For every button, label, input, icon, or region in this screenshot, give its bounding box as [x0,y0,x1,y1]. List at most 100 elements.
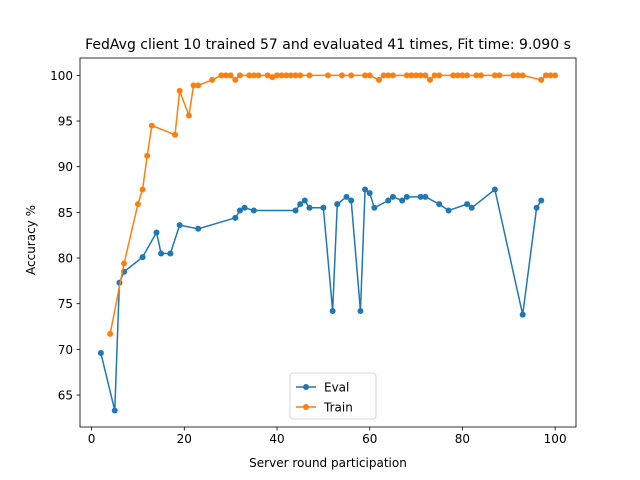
data-point-eval [371,204,378,211]
x-tick-label: 60 [362,432,377,446]
y-tick-label: 75 [58,297,73,311]
series-eval [97,186,545,414]
data-point-train [348,72,355,79]
x-axis-ticks: 0 20 40 60 80 100 [88,427,567,446]
data-point-eval [306,204,313,211]
data-point-train [385,72,392,79]
data-point-train [269,74,276,81]
data-point-train [519,72,526,79]
data-point-eval [195,225,202,232]
data-point-eval [329,308,336,315]
data-point-train [450,72,457,79]
data-point-eval [389,193,396,200]
data-point-train [496,72,503,79]
legend: Eval Train [289,372,377,420]
data-point-train [380,72,387,79]
data-point-eval [176,222,183,229]
data-point-train [436,72,443,79]
data-point-train [195,82,202,89]
data-point-train [185,112,192,119]
data-point-eval [236,207,243,214]
legend-item-eval: Eval [296,381,349,395]
data-point-train [510,72,517,79]
y-axis-ticks: 65 70 75 80 85 90 95 100 [50,69,80,403]
data-point-train [366,72,373,79]
chart-title: FedAvg client 10 trained 57 and evaluate… [85,37,571,53]
y-tick-label: 95 [58,115,73,129]
data-point-eval [232,214,239,221]
data-point-eval [97,350,104,357]
data-point-eval [436,201,443,208]
data-point-train [134,201,141,208]
series-train [107,72,559,337]
data-point-train [413,72,420,79]
data-point-eval [491,186,498,193]
data-point-eval [297,201,304,208]
data-point-eval [301,197,308,204]
data-point-eval [445,207,452,214]
data-point-train [491,72,498,79]
data-point-eval [464,201,471,208]
data-point-train [255,72,262,79]
data-point-train [218,72,225,79]
data-point-train [227,72,234,79]
data-point-train [515,72,522,79]
data-point-train [542,72,549,79]
data-point-train [287,72,294,79]
data-point-train [464,72,471,79]
data-point-eval [366,190,373,197]
data-point-train [274,72,281,79]
data-point-train [389,72,396,79]
data-point-eval [250,207,257,214]
data-point-eval [417,193,424,200]
data-point-train [403,72,410,79]
data-point-train [223,72,230,79]
data-point-train [552,72,559,79]
data-point-train [144,152,151,159]
data-point-eval [422,193,429,200]
data-point-train [190,82,197,89]
data-point-eval [343,193,350,200]
legend-swatch-marker [303,404,309,410]
y-axis-label: Accuracy % [24,205,38,275]
y-tick-label: 70 [58,343,73,357]
data-point-train [408,72,415,79]
legend-swatch-marker [303,384,309,390]
data-point-train [454,72,461,79]
data-point-train [283,72,290,79]
data-point-eval [320,204,327,211]
x-tick-label: 80 [455,432,470,446]
data-point-train [325,72,331,79]
y-tick-label: 100 [50,69,73,83]
data-point-eval [167,250,174,257]
x-tick-label: 20 [177,432,192,446]
data-point-eval [153,229,160,236]
data-point-train [264,72,271,79]
legend-label: Eval [324,381,349,395]
data-point-train [172,131,179,138]
data-point-train [422,72,429,79]
data-point-train [107,330,114,337]
data-point-train [246,72,253,79]
data-point-train [306,72,313,79]
data-point-train [473,72,480,79]
data-point-eval [519,311,526,318]
data-point-train [250,72,257,79]
y-tick-label: 85 [58,206,73,220]
data-point-train [292,72,299,79]
data-point-train [375,76,382,83]
x-tick-label: 0 [88,432,96,446]
x-axis-label: Server round participation [249,456,407,470]
data-point-train [362,72,369,79]
data-point-train [121,260,128,267]
y-tick-label: 90 [58,160,73,174]
legend-item-train: Train [296,401,353,415]
data-point-train [477,72,484,79]
data-point-eval [348,197,355,204]
data-point-eval [399,197,406,204]
data-point-train [236,72,243,79]
data-point-eval [292,207,299,214]
y-tick-label: 80 [58,252,73,266]
data-point-eval [158,250,165,257]
